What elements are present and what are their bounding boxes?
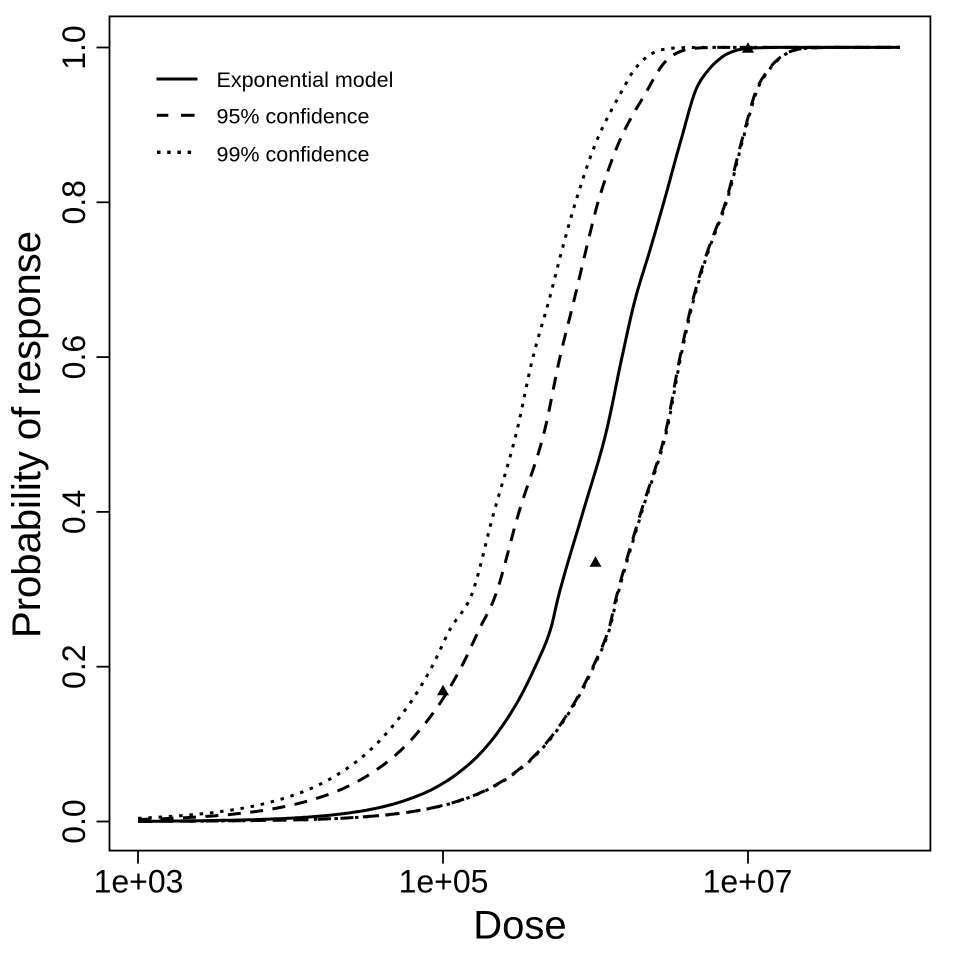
- svg-text:0.2: 0.2: [56, 644, 92, 688]
- svg-text:1.0: 1.0: [56, 25, 92, 69]
- svg-text:99% confidence: 99% confidence: [217, 143, 370, 167]
- svg-text:1e+03: 1e+03: [94, 864, 184, 900]
- svg-text:1e+05: 1e+05: [399, 864, 489, 900]
- svg-text:Probability of response: Probability of response: [5, 231, 49, 638]
- svg-text:0.8: 0.8: [56, 180, 92, 224]
- svg-text:1e+07: 1e+07: [703, 864, 793, 900]
- svg-text:Dose: Dose: [473, 903, 566, 947]
- svg-text:0.0: 0.0: [56, 799, 92, 843]
- svg-text:0.4: 0.4: [56, 490, 92, 534]
- svg-text:95% confidence: 95% confidence: [217, 105, 370, 129]
- svg-text:Exponential model: Exponential model: [217, 68, 394, 92]
- svg-text:0.6: 0.6: [56, 335, 92, 379]
